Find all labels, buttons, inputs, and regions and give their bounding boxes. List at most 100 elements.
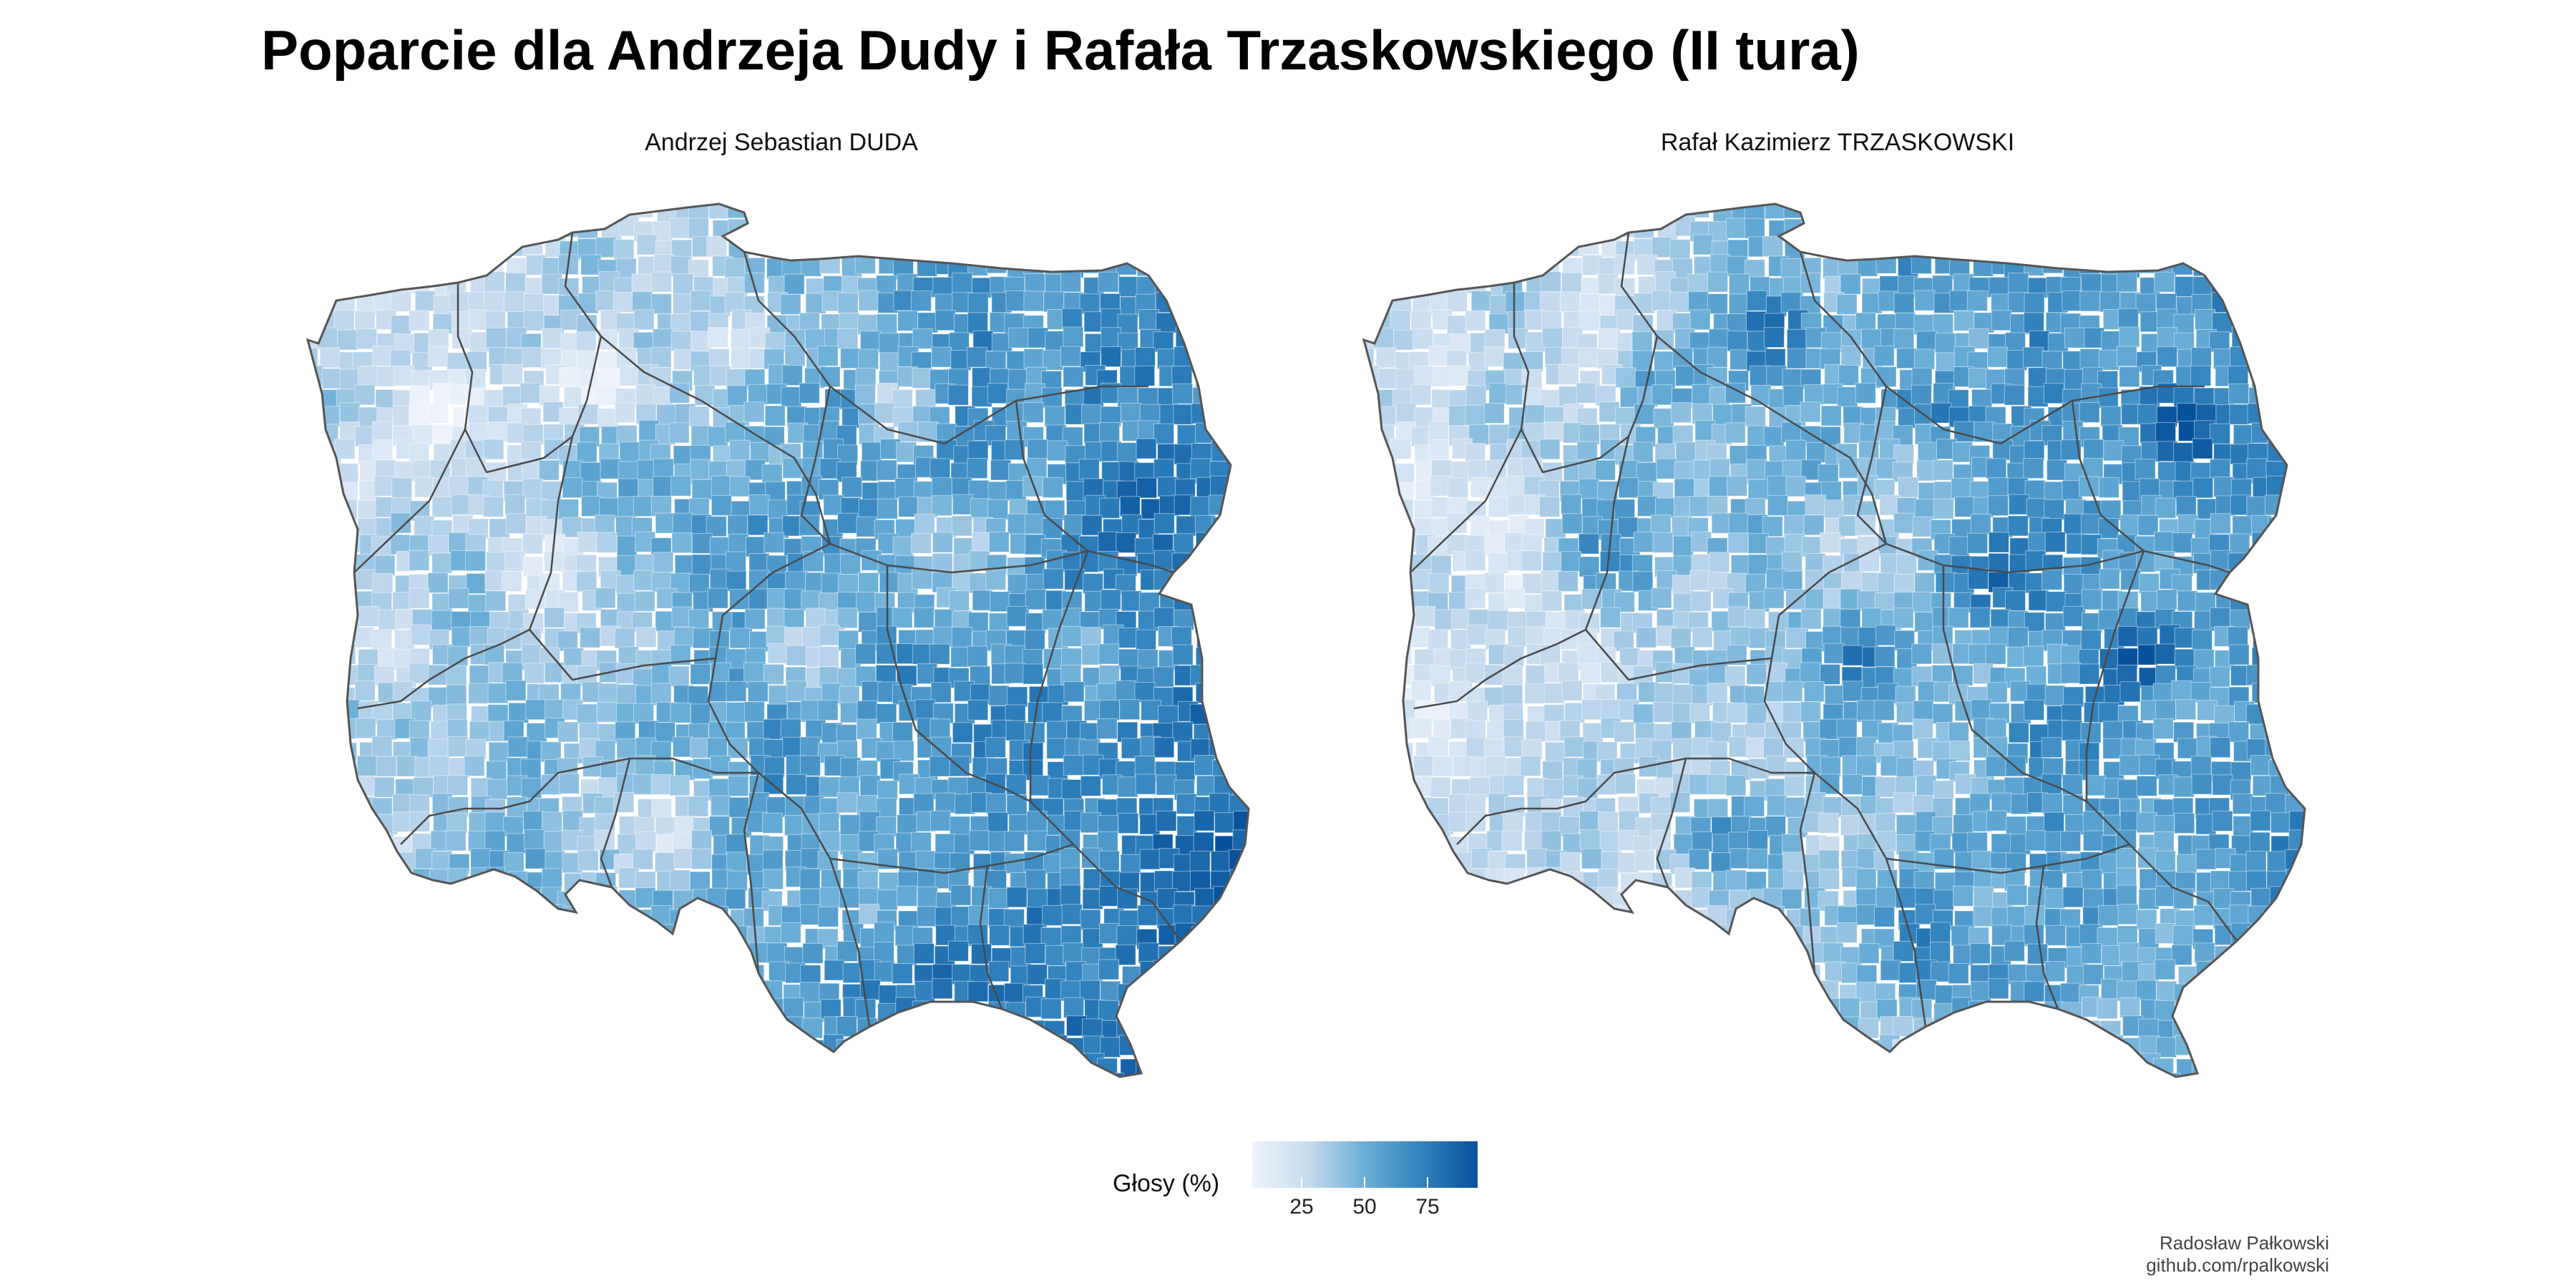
gmina-cell (1599, 982, 1621, 1003)
gmina-cell (508, 1036, 530, 1058)
gmina-cell (2061, 221, 2082, 243)
gmina-cell (1115, 680, 1136, 701)
gmina-cell (2210, 459, 2231, 480)
gmina-cell (409, 737, 431, 758)
gmina-cell (1972, 1073, 1994, 1077)
gmina-cell (638, 1037, 660, 1058)
gmina-cell (488, 741, 509, 763)
gmina-cell (1949, 204, 1971, 222)
gmina-cell (1747, 947, 1769, 969)
gmina-cell (896, 441, 917, 463)
gmina-cell (2284, 699, 2305, 721)
gmina-cell (1840, 796, 1862, 817)
gmina-cell (484, 811, 506, 833)
gmina-cell (451, 1000, 472, 1022)
gmina-cell (409, 587, 430, 609)
gmina-cell (1098, 959, 1119, 980)
gmina-cell (2214, 945, 2235, 967)
gmina-cell (2214, 1057, 2235, 1077)
gmina-cell (2302, 215, 2305, 237)
gmina-cell (1539, 204, 1561, 223)
gmina-cell (1503, 775, 1525, 796)
gmina-cell (1709, 1000, 1731, 1021)
gmina-cell (1676, 960, 1697, 982)
gmina-cell (2159, 221, 2180, 243)
gmina-cell (1968, 1056, 1989, 1077)
gmina-cell (2172, 238, 2193, 259)
gmina-cell (1985, 238, 2006, 259)
gmina-cell (988, 531, 1010, 552)
gmina-cell (1803, 681, 1825, 703)
gmina-cell (947, 940, 969, 962)
gmina-cell (2192, 276, 2214, 298)
gmina-cell (1042, 702, 1063, 723)
gmina-cell (836, 941, 858, 962)
gmina-cell (1139, 849, 1161, 870)
gmina-cell (856, 219, 877, 240)
gmina-cell (781, 365, 803, 386)
gmina-cell (1893, 573, 1915, 595)
gmina-cell (372, 891, 394, 912)
gmina-cell (1520, 755, 1541, 776)
gmina-cell (806, 204, 827, 223)
gmina-cell (1522, 573, 1543, 595)
gmina-cell (708, 348, 730, 370)
gmina-cell (352, 252, 374, 273)
gmina-cell (355, 1035, 376, 1056)
gmina-cell (1176, 794, 1197, 815)
gmina-cell (766, 942, 788, 964)
gmina-cell (967, 440, 989, 462)
gmina-cell (687, 1015, 708, 1036)
gmina-cell (308, 645, 325, 666)
gmina-cell (1378, 1056, 1400, 1077)
gmina-cell (2082, 830, 2104, 852)
gmina-cell (1973, 886, 1994, 907)
gmina-cell (1483, 402, 1505, 424)
gmina-cell (357, 499, 379, 521)
gmina-cell (1802, 1076, 1824, 1077)
gmina-cell (836, 1016, 857, 1038)
gmina-cell (485, 590, 507, 612)
gmina-cell (1377, 998, 1399, 1020)
gmina-cell (1579, 204, 1600, 218)
gmina-cell (2081, 943, 2102, 965)
gmina-cell (1364, 760, 1377, 781)
gmina-cell (522, 909, 543, 931)
gmina-cell (1174, 204, 1195, 221)
gmina-cell (353, 626, 375, 648)
gmina-cell (1023, 663, 1044, 685)
gmina-cell (1971, 1037, 1992, 1058)
gmina-cell (2287, 607, 2305, 628)
gmina-cell (1967, 532, 1989, 554)
gmina-cell (1707, 495, 1728, 517)
gmina-cell (1973, 255, 1994, 277)
gmina-cell (2308, 909, 2328, 929)
gmina-cell (930, 1020, 952, 1041)
gmina-cell (1836, 718, 1858, 740)
gmina-cell (2197, 220, 2218, 242)
gmina-cell (577, 1015, 599, 1037)
gmina-cell (1561, 680, 1583, 701)
gmina-cell (1669, 239, 1691, 260)
gmina-cell (357, 984, 379, 1005)
gmina-cell (1508, 1073, 1530, 1077)
gmina-cell (615, 1036, 637, 1058)
gmina-cell (2135, 293, 2157, 315)
gmina-cell (1986, 220, 2008, 241)
gmina-cell (1561, 513, 1583, 535)
gmina-cell (2303, 204, 2305, 222)
gmina-cell (1250, 520, 1270, 540)
gmina-cell (1689, 309, 1711, 331)
gmina-cell (413, 997, 434, 1019)
gmina-cell (354, 943, 376, 965)
gmina-cell (2210, 423, 2231, 444)
gmina-cell (1117, 313, 1138, 335)
gmina-cell (710, 1073, 731, 1077)
gmina-cell (2117, 779, 2139, 800)
gmina-cell (1392, 258, 1413, 280)
gmina-cell (986, 253, 1008, 274)
gmina-cell (892, 240, 913, 261)
voivodeship-border (758, 772, 871, 1028)
gmina-cell (1915, 904, 1936, 925)
gmina-cell (489, 908, 511, 930)
